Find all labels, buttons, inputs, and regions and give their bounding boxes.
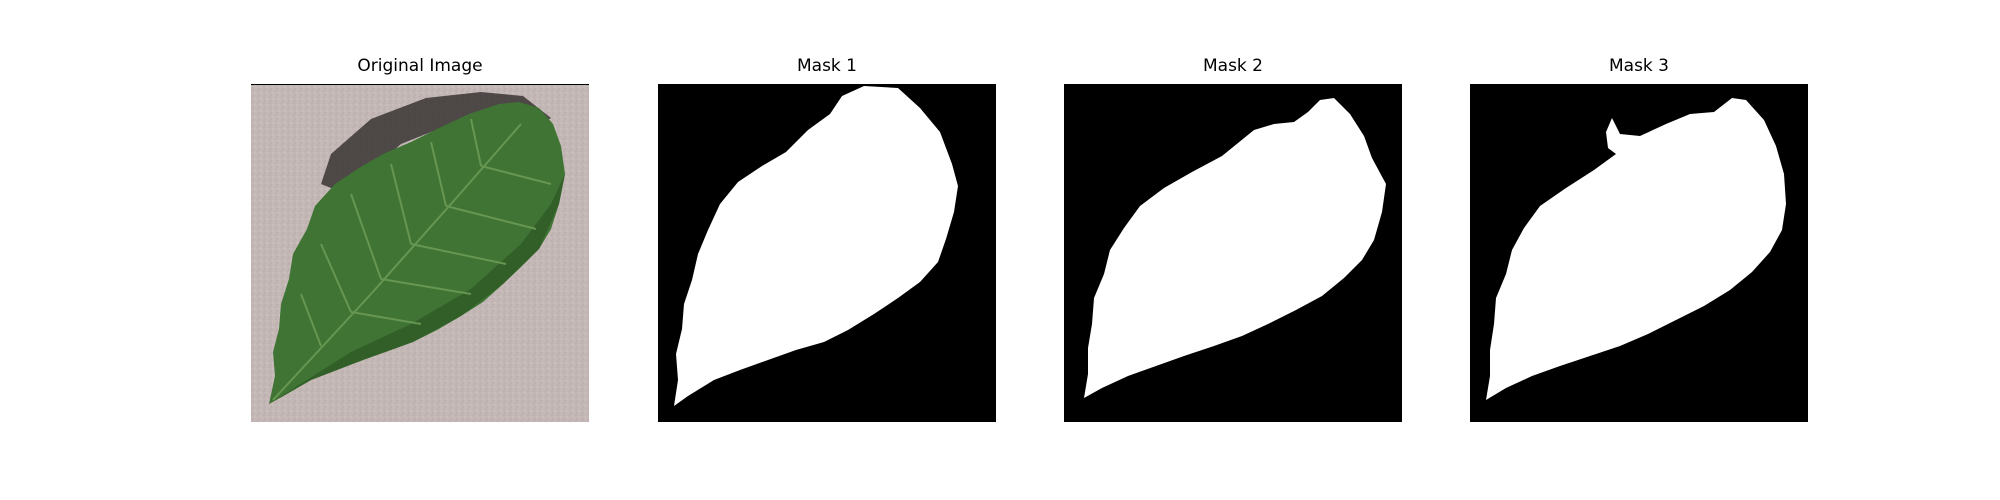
mask-3-title: Mask 3: [1608, 56, 1669, 76]
mask-2-image: [1064, 84, 1402, 422]
mask-1-title: Mask 1: [796, 56, 857, 76]
leaf-photo: [251, 84, 589, 422]
leaf-shadow: [321, 92, 551, 194]
mask-2-title: Mask 2: [1202, 56, 1263, 76]
mask-1-leaf: [674, 86, 958, 406]
mask-3-leaf: [1486, 98, 1786, 400]
mask-1-image: [658, 84, 996, 422]
leaf-veins: [272, 118, 552, 401]
mask-2-leaf: [1084, 98, 1386, 398]
mask-3-image: [1470, 84, 1808, 422]
original-image-title: Original Image: [357, 56, 483, 76]
leaf-body: [269, 102, 565, 404]
